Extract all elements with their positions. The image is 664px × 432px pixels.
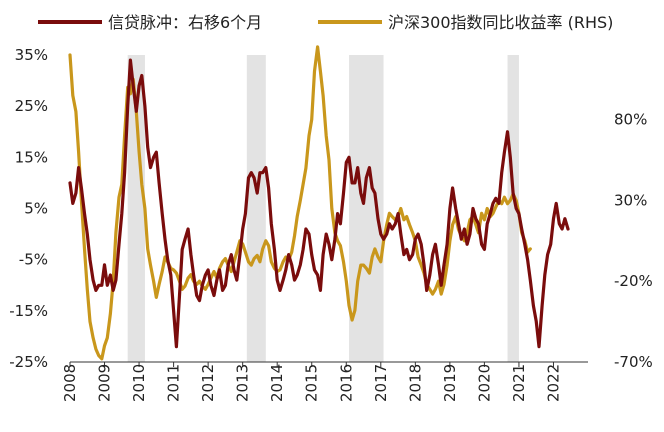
left-tick-label: -25% (9, 353, 48, 371)
left-tick-label: 35% (15, 46, 48, 64)
x-tick-label: 2009 (96, 364, 114, 402)
shaded-period-1 (246, 55, 266, 362)
x-tick-label: 2008 (61, 364, 79, 402)
right-tick-label: -20% (614, 272, 653, 290)
x-axis-ticks: 2008 2009 2010 2011 2012 2013 2014 2015 2016 2017… (61, 362, 562, 402)
left-tick-label: 5% (24, 200, 48, 218)
x-tick-label: 2014 (268, 364, 286, 402)
x-tick-label: 2010 (130, 364, 148, 402)
x-tick-label: 2016 (337, 364, 355, 402)
shaded-period-0 (127, 55, 145, 362)
series-lines (68, 45, 570, 361)
legend-label-csi300: 沪深300指数同比收益率 (RHS) (388, 13, 613, 32)
x-tick-label: 2020 (475, 364, 493, 402)
x-tick-label: 2017 (372, 364, 390, 402)
left-tick-label: 25% (15, 97, 48, 115)
left-tick-label: 15% (15, 148, 48, 166)
x-tick-label: 2022 (544, 364, 562, 402)
x-tick-label: 2019 (441, 364, 459, 402)
series-line-credit-impulse (68, 58, 570, 349)
legend: 信贷脉冲：右移6个月 沪深300指数同比收益率 (RHS) (38, 13, 613, 32)
x-tick-label: 2021 (510, 364, 528, 402)
x-tick-label: 2018 (406, 364, 424, 402)
series-line-csi300 (68, 45, 532, 361)
right-axis-ticks: 80% 30% -20% -70% (614, 111, 653, 371)
legend-label-credit-impulse: 信贷脉冲：右移6个月 (108, 13, 262, 32)
x-tick-label: 2015 (303, 364, 321, 402)
left-tick-label: -5% (19, 251, 48, 269)
x-tick-label: 2012 (199, 364, 217, 402)
x-tick-label: 2011 (165, 364, 183, 402)
right-tick-label: 80% (614, 111, 647, 129)
left-tick-label: -15% (9, 302, 48, 320)
right-tick-label: -70% (614, 353, 653, 371)
x-tick-label: 2013 (234, 364, 252, 402)
left-axis-ticks: 35% 25% 15% 5% -5% -15% -25% (9, 46, 48, 371)
right-tick-label: 30% (614, 191, 647, 209)
shaded-period-3 (507, 55, 519, 362)
